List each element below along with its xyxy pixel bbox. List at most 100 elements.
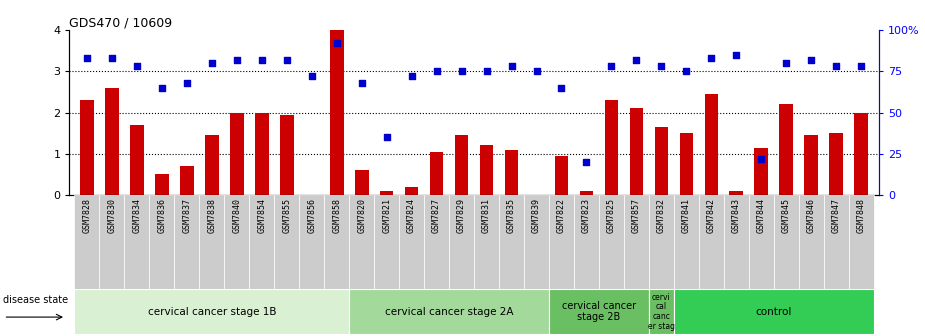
Text: GSM7842: GSM7842 (707, 198, 716, 233)
Bar (255, 113, 268, 195)
Bar (480, 145, 493, 195)
Bar (430, 152, 443, 195)
Point (229, 57, 244, 62)
Point (105, 55, 119, 61)
Text: GSM7839: GSM7839 (532, 198, 541, 233)
Point (279, 57, 294, 62)
Bar (355, 170, 368, 195)
Text: GSM7829: GSM7829 (457, 198, 466, 233)
Bar (680, 133, 693, 195)
Text: GSM7846: GSM7846 (807, 198, 816, 233)
Bar (380, 191, 393, 195)
Bar (249, 195, 274, 289)
Text: GSM7845: GSM7845 (782, 198, 791, 233)
Text: GSM7843: GSM7843 (732, 198, 741, 233)
Point (404, 74, 419, 79)
Bar (749, 195, 774, 289)
Bar (549, 195, 574, 289)
Point (704, 55, 719, 61)
Point (504, 64, 519, 69)
Bar (205, 135, 218, 195)
Point (654, 64, 669, 69)
Text: GSM7822: GSM7822 (557, 198, 566, 233)
Point (604, 64, 619, 69)
Bar (655, 127, 668, 195)
Bar (449, 195, 474, 289)
Bar (324, 195, 349, 289)
Text: GSM7824: GSM7824 (407, 198, 416, 233)
Bar (849, 195, 874, 289)
Text: GSM7830: GSM7830 (107, 198, 117, 233)
Bar (855, 113, 869, 195)
Bar (180, 166, 193, 195)
Text: GSM7831: GSM7831 (482, 198, 491, 233)
Bar (724, 195, 749, 289)
Text: cervical cancer
stage 2B: cervical cancer stage 2B (561, 301, 636, 322)
Bar (405, 187, 418, 195)
Text: GSM7820: GSM7820 (357, 198, 366, 233)
Text: GDS470 / 10609: GDS470 / 10609 (69, 16, 172, 29)
Bar (674, 195, 699, 289)
Text: GSM7855: GSM7855 (282, 198, 291, 233)
Text: GSM7840: GSM7840 (232, 198, 241, 233)
Point (329, 41, 344, 46)
Text: GSM7854: GSM7854 (257, 198, 266, 233)
Bar (555, 156, 568, 195)
Bar (674, 289, 874, 334)
Bar (374, 195, 399, 289)
Bar (224, 195, 249, 289)
Point (579, 159, 594, 165)
Bar (649, 289, 674, 334)
Point (779, 60, 794, 66)
Bar (799, 195, 824, 289)
Bar (574, 195, 599, 289)
Point (379, 135, 394, 140)
Bar (105, 88, 118, 195)
Bar (780, 104, 794, 195)
Point (804, 57, 819, 62)
Point (854, 64, 869, 69)
Point (254, 57, 269, 62)
Bar (349, 195, 374, 289)
Point (829, 64, 844, 69)
Bar (230, 113, 243, 195)
Bar (130, 125, 143, 195)
Text: GSM7821: GSM7821 (382, 198, 391, 233)
Point (154, 85, 169, 91)
Text: GSM7828: GSM7828 (82, 198, 92, 233)
Bar (74, 195, 99, 289)
Point (429, 69, 444, 74)
Point (479, 69, 494, 74)
Bar (830, 133, 844, 195)
Point (304, 74, 319, 79)
Text: control: control (756, 307, 792, 317)
Bar (424, 195, 449, 289)
Point (454, 69, 469, 74)
Bar (824, 195, 849, 289)
Text: cervical cancer stage 2A: cervical cancer stage 2A (385, 307, 513, 317)
Text: GSM7825: GSM7825 (607, 198, 616, 233)
Bar (80, 100, 93, 195)
Bar (154, 174, 168, 195)
Bar (299, 195, 324, 289)
Bar (699, 195, 724, 289)
Text: GSM7844: GSM7844 (757, 198, 766, 233)
Bar (149, 195, 174, 289)
Point (204, 60, 219, 66)
Text: GSM7835: GSM7835 (507, 198, 516, 233)
Point (554, 85, 569, 91)
Point (130, 64, 144, 69)
Bar (524, 195, 549, 289)
Point (679, 69, 694, 74)
Bar (705, 94, 718, 195)
Text: GSM7836: GSM7836 (157, 198, 166, 233)
Bar (74, 289, 349, 334)
Bar (605, 100, 618, 195)
Text: GSM7856: GSM7856 (307, 198, 316, 233)
Text: GSM7837: GSM7837 (182, 198, 191, 233)
Bar (755, 148, 768, 195)
Bar (475, 195, 500, 289)
Bar (174, 195, 199, 289)
Text: GSM7832: GSM7832 (657, 198, 666, 233)
Point (629, 57, 644, 62)
